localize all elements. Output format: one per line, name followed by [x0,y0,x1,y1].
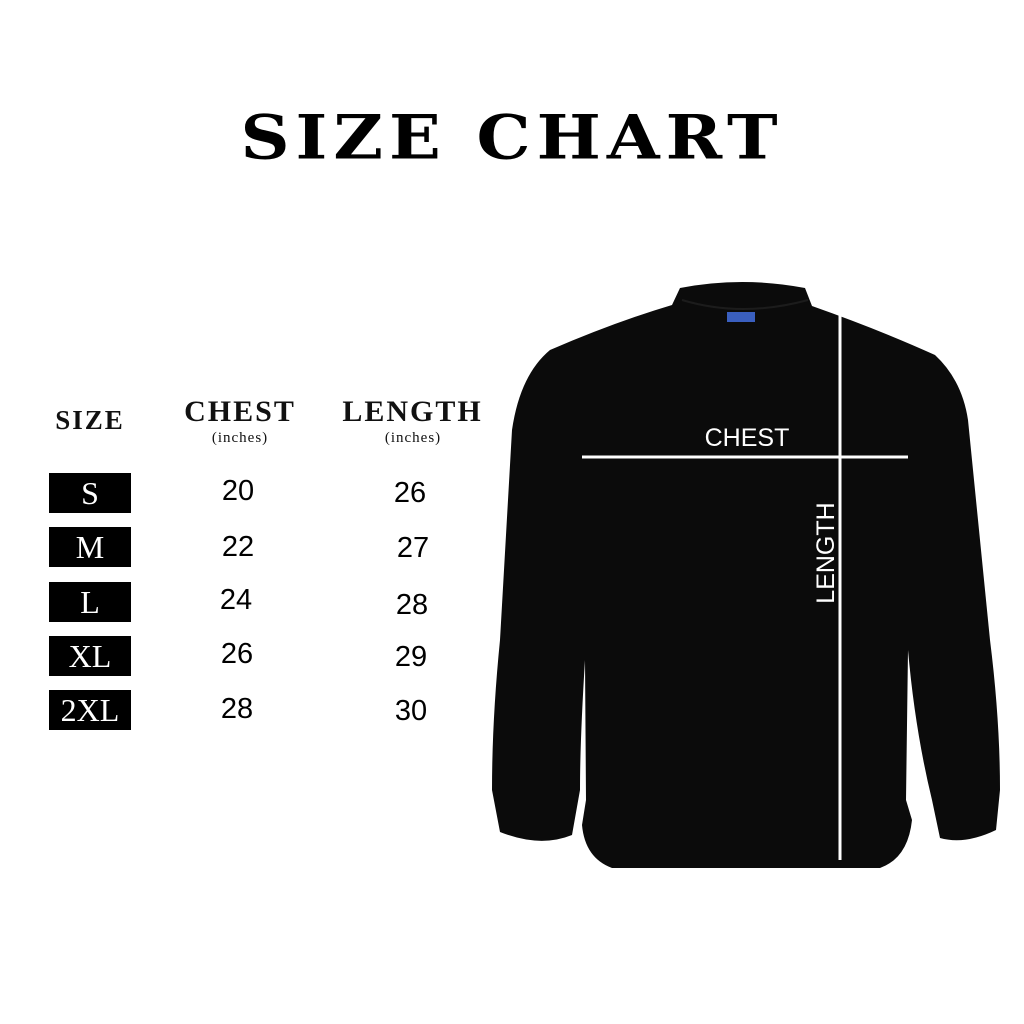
sweatshirt-illustration [492,282,1000,868]
size-label: L [49,582,131,622]
length-unit: (inches) [384,430,442,446]
size-label: 2XL [49,690,131,730]
chest-value: 22 [221,531,255,563]
chest-header: CHEST [184,395,296,428]
length-value: 26 [393,477,427,509]
chest-value: 20 [221,475,255,507]
chest-unit: (inches) [211,430,269,446]
chest-value: 26 [220,638,254,670]
length-diagram-label: LENGTH [812,502,840,603]
page-title: SIZE CHART [240,102,784,174]
chest-diagram-label: CHEST [705,424,790,452]
size-label: XL [49,636,131,676]
length-header: LENGTH [342,395,483,428]
chest-value: 28 [220,693,254,725]
chest-value: 24 [219,584,253,616]
length-value: 27 [396,532,430,564]
size-label: M [49,527,131,567]
neck-tag [727,312,755,322]
length-value: 30 [394,695,428,727]
length-value: 28 [395,589,429,621]
size-header: SIZE [55,405,125,435]
length-value: 29 [394,641,428,673]
size-label: S [49,473,131,513]
collar-rib [681,299,809,310]
